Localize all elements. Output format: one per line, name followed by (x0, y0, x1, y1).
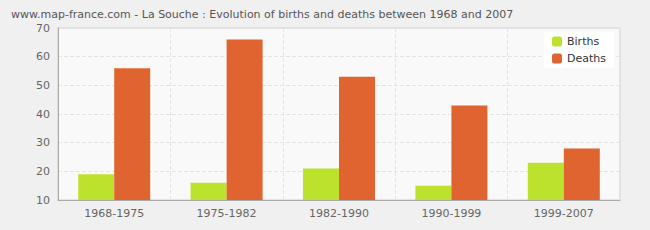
svg-text:1999-2007: 1999-2007 (534, 207, 594, 220)
svg-text:40: 40 (36, 108, 50, 121)
svg-text:70: 70 (36, 22, 50, 35)
svg-text:Deaths: Deaths (567, 52, 606, 65)
svg-text:1975-1982: 1975-1982 (197, 207, 257, 220)
svg-text:20: 20 (36, 165, 50, 178)
svg-text:1990-1999: 1990-1999 (421, 207, 481, 220)
svg-text:10: 10 (36, 194, 50, 207)
svg-text:1968-1975: 1968-1975 (84, 207, 144, 220)
svg-text:1982-1990: 1982-1990 (309, 207, 369, 220)
svg-text:Births: Births (567, 35, 599, 48)
svg-text:60: 60 (36, 50, 50, 63)
svg-text:www.map-france.com - La Souche: www.map-france.com - La Souche : Evoluti… (11, 8, 513, 21)
svg-text:50: 50 (36, 79, 50, 92)
svg-text:30: 30 (36, 136, 50, 149)
